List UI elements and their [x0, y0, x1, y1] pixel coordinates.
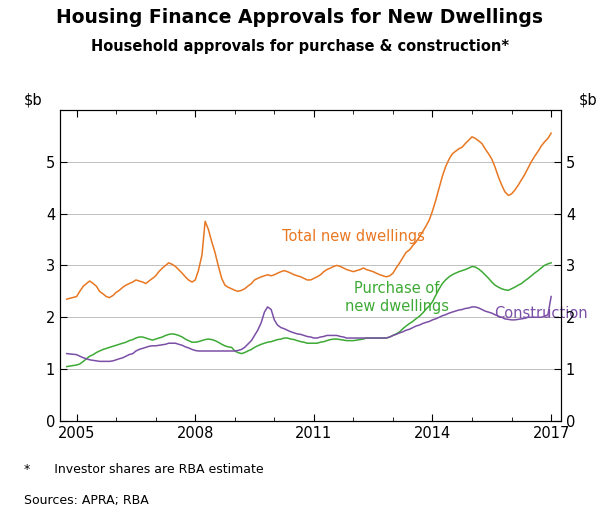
Text: Household approvals for purchase & construction*: Household approvals for purchase & const…	[91, 39, 509, 54]
Text: Housing Finance Approvals for New Dwellings: Housing Finance Approvals for New Dwelli…	[56, 8, 544, 27]
Text: Purchase of
new dwellings: Purchase of new dwellings	[345, 281, 449, 314]
Text: $b: $b	[23, 92, 43, 107]
Text: Construction: Construction	[494, 305, 587, 321]
Text: Total new dwellings: Total new dwellings	[282, 230, 425, 244]
Text: *      Investor shares are RBA estimate: * Investor shares are RBA estimate	[24, 463, 263, 476]
Text: $b: $b	[578, 92, 598, 107]
Text: Sources: APRA; RBA: Sources: APRA; RBA	[24, 494, 149, 507]
